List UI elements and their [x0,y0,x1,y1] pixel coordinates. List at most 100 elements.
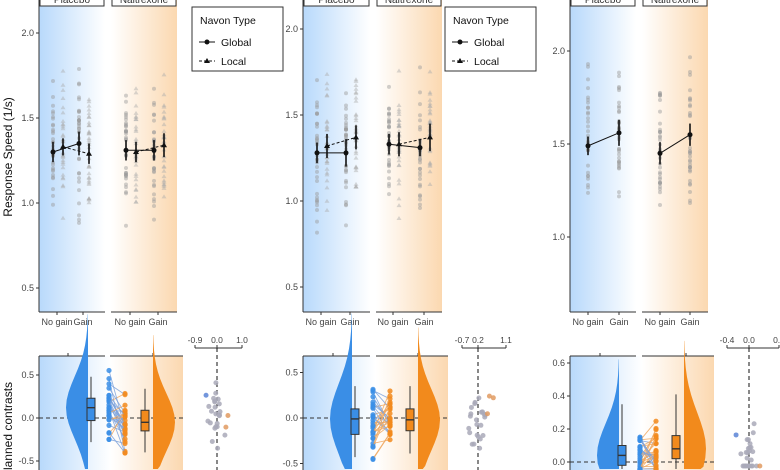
x-tick-label: Gain [148,317,167,327]
raw-point-local [396,216,402,221]
raw-point-global [77,126,81,131]
raw-point-global [51,176,55,181]
raw-point-local [86,131,92,136]
raw-point-global [418,173,422,178]
raw-point-global [124,172,128,177]
diff-point [206,403,212,409]
raw-point-local [60,172,66,177]
series-line [398,136,431,145]
raw-point-local [427,160,433,165]
raw-point-local [324,159,330,164]
raw-point-global [77,217,81,222]
raw-point-local [396,128,402,133]
raw-point-global [315,175,319,180]
paired-line [639,420,657,441]
raw-point-global [586,111,590,116]
raw-point-global [315,121,319,126]
raw-point-global [124,122,128,127]
raw-point-local [60,118,66,123]
raw-point-global [315,198,319,203]
raw-point-global [658,92,662,97]
placebo-violin [330,313,352,469]
raw-point-local [133,86,139,91]
raw-point-global [51,114,55,119]
raw-point-global [586,163,590,168]
raw-point-local [396,124,402,129]
facet-label: Naltrexone [385,0,434,6]
mean-point-local [396,141,402,147]
raw-point-global [344,170,348,175]
diff-point [212,404,218,410]
raw-point-global [617,146,621,151]
x-tick-label: Gain [609,317,628,327]
raw-point-global [617,165,621,170]
raw-point-global [77,66,81,71]
raw-point-local [86,135,92,140]
legend-marker-global [204,39,210,45]
y-tick-label: 1.5 [285,110,298,120]
diff-point [474,432,480,438]
naltrexone-point [387,437,393,443]
raw-point-global [586,105,590,110]
diff-point [467,430,473,436]
naltrexone-boxplot [671,435,681,460]
y-tick-label: 0.0 [21,413,34,423]
raw-point-global [51,103,55,108]
paired-line [108,424,126,433]
raw-point-global [77,124,81,129]
raw-point-local [427,182,433,187]
diff-point [216,413,222,419]
raw-point-local [161,72,167,77]
paired-line [108,410,126,440]
raw-point-local [86,178,92,183]
mean-point-global [687,132,693,138]
raw-point-global [315,164,319,169]
naltrexone-point [653,448,659,454]
raw-point-global [77,179,81,184]
raw-point-local [353,184,359,189]
raw-point-local [133,90,139,95]
raw-point-global [152,167,156,172]
raw-point-global [315,124,319,129]
raw-point-global [124,190,128,195]
raw-point-local [161,122,167,127]
raw-point-global [688,149,692,154]
raw-point-global [658,180,662,185]
raw-point-local [86,123,92,128]
raw-point-global [152,118,156,123]
diff-tick-label: 1.1 [500,335,512,345]
raw-point-local [324,172,330,177]
raw-point-local [161,178,167,183]
raw-point-global [586,77,590,82]
raw-point-local [86,181,92,186]
raw-point-local [86,129,92,134]
raw-point-local [60,161,66,166]
raw-point-global [688,55,692,60]
raw-point-global [77,171,81,176]
raw-point-local [161,158,167,163]
placebo-point [370,413,376,419]
paired-line [372,401,391,420]
raw-point-global [344,126,348,131]
raw-point-local [86,171,92,176]
raw-point-global [315,178,319,183]
paired-line [108,432,126,454]
raw-point-global [315,169,319,174]
raw-point-global [344,168,348,173]
raw-point-global [586,133,590,138]
raw-point-local [427,91,433,96]
y-tick-label: 1.5 [552,139,565,149]
raw-point-global [315,195,319,200]
placebo-point [106,429,112,436]
raw-point-global [617,160,621,165]
raw-point-global [124,172,128,177]
raw-point-local [324,170,330,175]
raw-point-global [51,202,55,207]
raw-point-global [658,109,662,114]
raw-point-global [51,123,55,128]
raw-point-local [353,151,359,156]
raw-point-global [315,200,319,205]
y-tick-label: 0.4 [552,391,565,401]
raw-point-local [86,131,92,136]
raw-point-local [86,120,92,125]
